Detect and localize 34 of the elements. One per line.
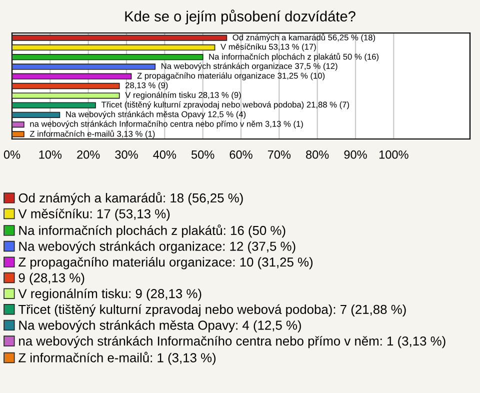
data-label: V regionálním tisku 28,13 % (9) [125,92,241,100]
x-tick-label: 70% [268,150,291,159]
data-label: na webových stránkách Informačního centra nebo přímo v něm 3,13 % (1) [30,120,303,128]
x-tick-label: 90% [344,150,367,159]
legend-label: Na informačních plochách z plakátů: 16 (50 %) [19,224,286,238]
legend-label: Z informačních e-mailů: 1 (3,13 %) [18,352,216,365]
legend-label: 9 (28,13 %) [18,272,84,285]
x-tick-label: 50% [191,150,214,159]
data-label: Na webových stránkách organizace 37,5 % (12) [162,62,338,71]
legend-label: Třicet (tištěný kulturní zpravodaj nebo webová podoba): 7 (21,88 %) [18,304,406,317]
legend-label: V měsíčníku: 17 (53,13 %) [18,208,170,221]
data-label: Od známých a kamarádů 56,25 % (18) [232,34,376,42]
x-tick-label: 20% [77,150,100,159]
data-label: Z propagačního materiálu organizace 31,25 % (10) [137,72,325,80]
data-label: Na webových stránkách města Opavy 12,5 % (4) [66,110,246,119]
x-tick-label: 100% [379,150,408,159]
x-tick-label: 40% [153,150,176,159]
chart-title: Kde se o jejím působení dozvídáte? [125,10,356,24]
x-tick-label: 0% [4,150,20,159]
legend-label: Na webových stránkách města Opavy: 4 (12,5 %) [19,320,301,332]
x-tick-label: 10% [39,150,62,159]
data-label: Z informačních e-mailů 3,13 % (1) [30,130,155,138]
x-tick-label: 80% [306,150,329,159]
data-label: 28,13 % (9) [126,82,168,90]
legend-label: Z propagačního materiálu organizace: 10 (31,25 %) [18,257,313,270]
x-tick-label: 30% [115,150,138,159]
data-label: Na informačních plochách z plakátů 50 % (16) [209,52,378,62]
legend-label: na webových stránkách Informačního centra nebo přímo v něm: 1 (3,13 %) [19,336,446,348]
data-label: V měsíčníku 53,13 % (17) [220,44,316,52]
data-label: Třicet (tištěný kulturní zpravodaj nebo webová podoba) 21,88 % (7) [101,101,349,110]
x-tick-label: 60% [230,150,252,159]
legend-label: V regionálním tisku: 9 (28,13 %) [18,288,202,301]
legend-label: Na webových stránkách organizace: 12 (37,5 %) [19,241,296,254]
legend-label: Od známých a kamarádů: 18 (56,25 %) [18,192,243,206]
